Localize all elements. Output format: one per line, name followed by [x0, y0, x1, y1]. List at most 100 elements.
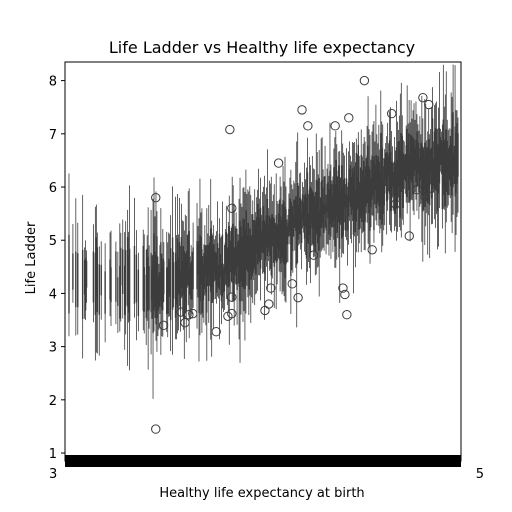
box-body [159, 272, 161, 301]
box-body [191, 260, 193, 300]
outlier-point [266, 283, 276, 293]
box-body [357, 144, 360, 207]
box-body [378, 161, 380, 207]
box-body [293, 199, 295, 228]
box-body [411, 135, 413, 183]
box-body [371, 155, 373, 200]
box-body [117, 277, 119, 306]
box-body [219, 253, 222, 277]
box-body [384, 152, 387, 179]
outlier-point [367, 245, 377, 255]
box-body [267, 225, 270, 248]
box-body [350, 176, 353, 216]
y-tick-label: 7 [49, 128, 57, 143]
box-body [286, 226, 288, 245]
box-body [216, 243, 219, 287]
box-body [310, 188, 313, 223]
box-body [330, 184, 332, 237]
box-body [399, 150, 402, 218]
outlier-point [342, 310, 352, 320]
box-body [109, 259, 111, 300]
box-body [335, 159, 337, 215]
box-body [253, 220, 256, 267]
box-body [337, 188, 339, 223]
box-body [72, 253, 74, 290]
box-body [323, 203, 325, 233]
box-body [172, 262, 175, 299]
box-body [386, 153, 389, 200]
box-body [189, 269, 191, 295]
box-body [325, 204, 327, 231]
box-body [225, 232, 228, 286]
box-body [281, 219, 283, 258]
box-body [314, 202, 316, 252]
box-body [440, 140, 443, 165]
box-body [227, 247, 230, 288]
box-body [266, 199, 269, 257]
box-body [393, 160, 396, 214]
box-body [288, 209, 290, 232]
box-body [338, 165, 340, 222]
box-body [428, 150, 431, 206]
chart-title: Life Ladder vs Healthy life expectancy [109, 38, 415, 57]
box-body [186, 251, 188, 281]
box-body [221, 234, 224, 297]
box-body [321, 180, 323, 228]
box-body [299, 198, 302, 234]
box-body [158, 272, 160, 307]
box-body [313, 196, 316, 230]
box-body [380, 132, 382, 205]
box-body [231, 226, 233, 283]
box-body [416, 131, 418, 188]
outlier-point [330, 121, 340, 131]
box-body [361, 181, 363, 223]
outlier-point [211, 327, 221, 337]
box-body [127, 255, 130, 313]
box-body [167, 258, 170, 294]
box-body [374, 164, 376, 191]
box-body [379, 172, 381, 220]
box-body [230, 240, 232, 266]
box-body [190, 262, 192, 300]
box-body [235, 228, 237, 272]
box-body [377, 156, 379, 201]
plot-frame [64, 61, 462, 462]
box-body [424, 142, 426, 208]
box-body [388, 140, 391, 194]
box-body [148, 266, 150, 310]
box-body [433, 131, 436, 190]
box-body [147, 256, 149, 312]
box-body [316, 180, 318, 235]
box-body [151, 269, 153, 302]
box-body [381, 147, 383, 225]
box-body [326, 183, 328, 213]
box-body [282, 200, 284, 262]
box-body [431, 118, 434, 190]
box-body [306, 172, 309, 243]
box-body [208, 245, 210, 302]
box-body [154, 251, 156, 308]
box-body [436, 144, 439, 212]
box-body [276, 225, 278, 262]
box-body [349, 164, 352, 208]
box-body [192, 247, 194, 290]
box-body [259, 207, 262, 269]
box-body [415, 140, 417, 183]
box-body [364, 177, 366, 222]
box-body [257, 209, 260, 260]
box-body [376, 159, 378, 204]
box-body [367, 145, 369, 204]
box-body [245, 210, 247, 270]
box-body [213, 251, 216, 273]
box-body [302, 202, 305, 227]
box-body [444, 139, 446, 207]
box-body [232, 223, 234, 274]
box-body [123, 265, 126, 315]
box-body [220, 263, 223, 302]
box-body [397, 141, 400, 187]
box-body [418, 158, 420, 193]
box-body [180, 237, 183, 288]
box-body [417, 142, 419, 174]
box-body [356, 177, 359, 210]
box-body [197, 244, 199, 275]
